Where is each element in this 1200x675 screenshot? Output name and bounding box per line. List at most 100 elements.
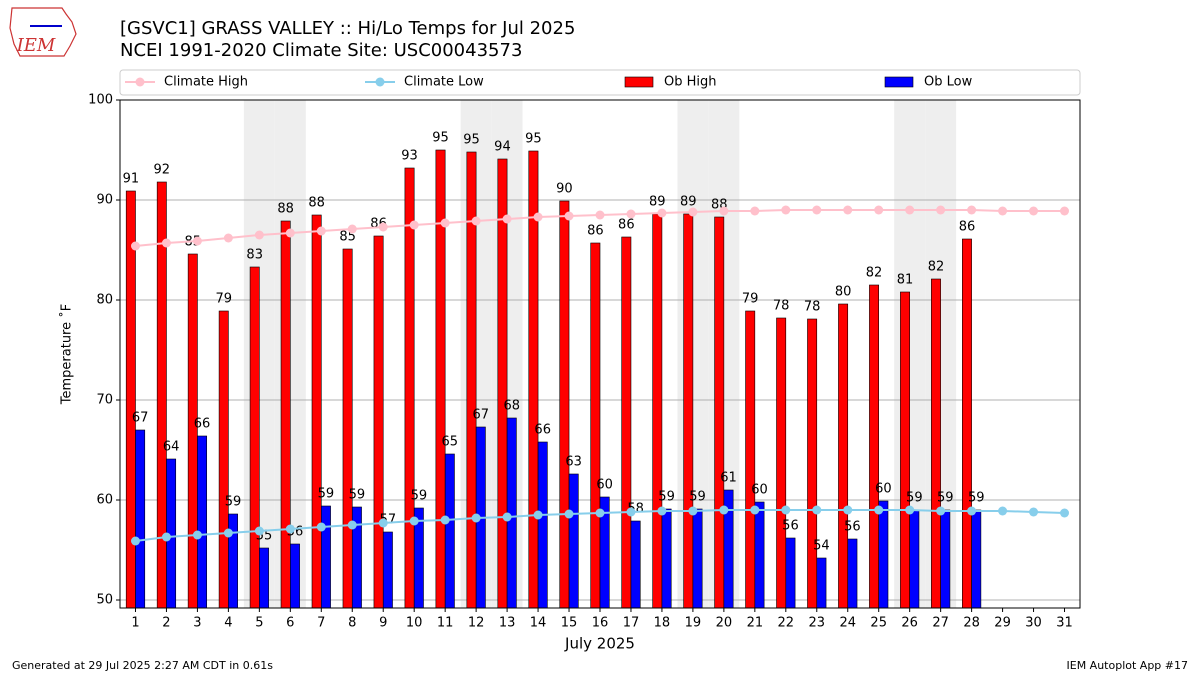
point xyxy=(1060,508,1070,518)
data-label: 86 xyxy=(587,224,604,239)
data-label: 86 xyxy=(618,218,635,233)
x-tick-label: 27 xyxy=(932,616,949,631)
data-label: 59 xyxy=(968,491,985,506)
point xyxy=(812,505,822,515)
bar xyxy=(661,508,672,609)
data-label: 54 xyxy=(813,539,830,554)
bar xyxy=(373,235,384,609)
point xyxy=(254,526,264,536)
point xyxy=(657,208,667,218)
point xyxy=(874,205,884,215)
y-tick-label: 80 xyxy=(96,293,113,308)
x-tick-label: 18 xyxy=(654,616,671,631)
point xyxy=(1029,507,1039,517)
point xyxy=(502,512,512,522)
x-tick-label: 30 xyxy=(1025,616,1042,631)
bar xyxy=(320,505,331,609)
data-label: 94 xyxy=(494,140,511,155)
data-label: 59 xyxy=(906,491,923,506)
plot-frame xyxy=(119,99,1081,609)
x-tick-label: 31 xyxy=(1056,616,1073,631)
bar xyxy=(847,538,858,609)
x-tick-label: 8 xyxy=(348,616,356,631)
data-label: 78 xyxy=(804,300,821,315)
data-label: 59 xyxy=(658,490,675,505)
legend-swatch xyxy=(884,76,914,88)
point xyxy=(130,536,140,546)
bar xyxy=(135,429,146,609)
point xyxy=(1029,206,1039,216)
footer-left: Generated at 29 Jul 2025 2:27 AM CDT in … xyxy=(12,659,273,672)
data-label: 59 xyxy=(318,487,335,502)
bar xyxy=(931,278,941,609)
bar xyxy=(962,238,972,609)
point xyxy=(719,206,729,216)
point xyxy=(688,207,698,217)
point xyxy=(750,206,760,216)
data-label: 67 xyxy=(132,411,149,426)
point xyxy=(533,212,543,222)
point xyxy=(192,530,202,540)
data-label: 82 xyxy=(928,260,945,275)
x-tick-label: 14 xyxy=(530,616,547,631)
point xyxy=(316,226,326,236)
data-label: 56 xyxy=(782,519,799,534)
bar xyxy=(249,266,260,609)
bar xyxy=(259,547,269,609)
data-label: 79 xyxy=(215,292,232,307)
point xyxy=(688,506,698,516)
bar xyxy=(754,501,765,609)
logo: IEM xyxy=(9,7,77,57)
data-label: 64 xyxy=(163,440,180,455)
x-tick-label: 19 xyxy=(685,616,702,631)
logo-outline xyxy=(9,7,77,57)
point xyxy=(905,205,915,215)
x-tick-label: 5 xyxy=(255,616,263,631)
data-label: 81 xyxy=(897,273,914,288)
x-tick-label: 12 xyxy=(468,616,485,631)
point xyxy=(409,516,419,526)
bar xyxy=(280,220,291,609)
x-tick-label: 21 xyxy=(747,616,764,631)
legend-swatch xyxy=(624,76,654,88)
bar xyxy=(692,508,703,609)
data-label: 60 xyxy=(875,482,892,497)
point xyxy=(843,205,853,215)
point xyxy=(161,238,171,248)
bar xyxy=(838,303,849,609)
point xyxy=(998,206,1008,216)
chart-subtitle: NCEI 1991-2020 Climate Site: USC00043573 xyxy=(120,40,522,61)
x-tick-label: 16 xyxy=(592,616,609,631)
point xyxy=(285,524,295,534)
point xyxy=(936,205,946,215)
point xyxy=(316,522,326,532)
data-label: 91 xyxy=(123,172,140,187)
bar xyxy=(776,317,787,609)
bar xyxy=(382,531,393,609)
y-tick-label: 70 xyxy=(96,393,113,408)
data-label: 80 xyxy=(835,285,852,300)
x-tick-label: 20 xyxy=(716,616,733,631)
bar xyxy=(342,248,353,609)
point xyxy=(595,210,605,220)
data-label: 60 xyxy=(751,483,768,498)
bar xyxy=(683,213,694,609)
x-axis-label: July 2025 xyxy=(564,635,635,653)
data-label: 95 xyxy=(432,131,449,146)
point xyxy=(440,515,450,525)
data-label: 89 xyxy=(680,195,697,210)
data-label: 95 xyxy=(463,133,480,148)
legend-label: Climate High xyxy=(164,75,248,90)
point xyxy=(378,518,388,528)
data-label: 68 xyxy=(503,399,520,414)
point xyxy=(626,209,636,219)
x-tick-label: 26 xyxy=(901,616,918,631)
legend-swatch xyxy=(135,77,145,87)
bar xyxy=(218,310,229,609)
data-label: 92 xyxy=(154,163,171,178)
point xyxy=(409,220,419,230)
x-tick-label: 13 xyxy=(499,616,516,631)
x-tick-label: 4 xyxy=(224,616,232,631)
x-tick-label: 9 xyxy=(379,616,387,631)
data-label: 59 xyxy=(225,495,242,510)
